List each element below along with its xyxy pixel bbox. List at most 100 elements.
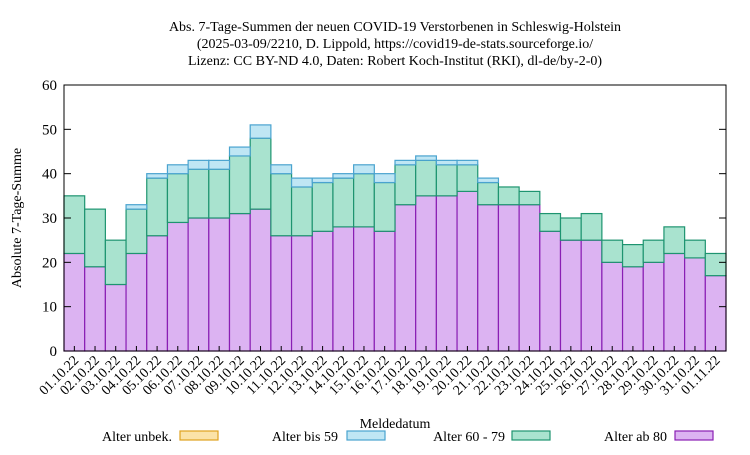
bar-2-4 [146,173,169,179]
bar-1-17 [415,159,437,197]
bar-1-5 [166,173,189,224]
bar-2-5 [166,164,189,175]
x-axis-label: Meldedatum [360,417,431,432]
bar-0-14 [353,226,375,352]
legend-label-2: Alter 60 - 79 [433,430,505,445]
bar-1-16 [394,164,417,206]
bar-0-3 [125,252,148,352]
bar-0-26 [601,261,624,352]
bar-0-7 [208,217,231,352]
bar-2-6 [187,159,210,170]
bar-2-16 [394,159,417,166]
bar-2-7 [208,159,231,170]
bar-0-29 [663,252,686,352]
bar-0-0 [63,252,86,352]
bar-1-6 [187,168,210,219]
legend-label-3: Alter ab 80 [604,430,667,445]
bar-0-2 [104,283,127,352]
bar-1-20 [477,181,500,206]
bar-0-10 [270,235,293,352]
bar-0-28 [642,261,665,352]
bar-0-11 [290,235,313,352]
bar-2-9 [249,124,272,139]
bar-0-22 [518,204,541,352]
bar-0-16 [394,204,417,352]
bar-0-13 [332,226,355,352]
bar-1-22 [518,190,541,206]
chart-title: Abs. 7-Tage-Summen der neuen COVID-19 Ve… [169,20,621,69]
legend-swatch-2 [511,430,551,441]
bar-0-18 [435,195,458,352]
bar-1-19 [456,164,479,193]
bar-0-12 [311,230,334,352]
bar-1-12 [311,181,334,232]
bar-1-23 [539,212,562,232]
legend-label-0: Alter unbek. [102,430,172,445]
legend-swatch-1 [346,430,386,441]
bar-0-9 [249,208,272,352]
bar-0-27 [621,266,644,352]
bar-2-18 [435,159,458,166]
y-axis: 0 10 20 30 40 50 60 [42,78,726,360]
bar-1-11 [290,186,313,237]
bar-0-15 [373,230,396,352]
bar-0-5 [166,221,189,352]
bar-0-4 [146,235,169,352]
bar-0-17 [415,195,437,352]
bar-1-15 [373,181,396,232]
legend: Alter unbek. Alter bis 59 Alter 60 - 79 Alt… [102,430,714,445]
bar-0-30 [684,257,706,352]
chart-title-line-2: (2025-03-09/2210, D. Lippold, https://co… [197,37,593,52]
bar-2-8 [228,146,251,157]
bar-0-6 [187,217,210,352]
bar-1-9 [249,137,272,210]
bar-1-30 [684,239,706,259]
bar-1-1 [84,208,106,268]
bar-1-27 [621,244,644,268]
bar-1-4 [146,177,169,237]
bar-2-14 [353,164,375,175]
y-tick-label-6: 60 [42,78,57,94]
bar-1-18 [435,164,458,197]
legend-swatch-0 [179,430,219,441]
bar-1-14 [353,173,375,228]
y-tick-label-1: 10 [42,300,57,316]
bar-1-31 [704,252,727,277]
bar-0-24 [559,239,582,352]
bar-2-17 [415,155,437,161]
bar-2-15 [373,173,396,184]
bar-1-28 [642,239,665,263]
bar-0-25 [580,239,603,352]
bar-2-20 [477,177,500,184]
chart-title-line-3: Lizenz: CC BY-ND 4.0, Daten: Robert Koch… [188,54,602,69]
bar-1-21 [497,186,520,206]
bar-0-8 [228,212,251,352]
bar-2-19 [456,159,479,166]
bar-1-3 [125,208,148,255]
bar-2-11 [290,177,313,188]
bar-1-13 [332,177,355,228]
bar-1-7 [208,168,231,219]
legend-label-1: Alter bis 59 [272,430,338,445]
bar-1-25 [580,212,603,241]
bar-1-10 [270,173,293,237]
bar-0-1 [84,266,106,352]
bar-0-21 [497,204,520,352]
bar-1-24 [559,217,582,241]
bar-1-8 [228,155,251,215]
legend-swatch-3 [674,430,714,441]
bars-layer [63,124,727,352]
y-axis-label: Absolute 7-Tage-Summe [10,148,25,288]
bar-1-0 [63,195,86,255]
y-tick-label-0: 0 [50,344,58,360]
y-tick-label-4: 40 [42,167,57,183]
bar-0-20 [477,204,500,352]
x-axis: 01.10.2202.10.2203.10.2204.10.2205.10.22… [37,346,724,398]
bar-0-31 [704,275,727,352]
bar-2-12 [311,177,334,184]
y-tick-label-2: 20 [42,255,57,271]
bar-1-2 [104,239,127,286]
bar-1-29 [663,226,686,255]
bar-2-3 [125,204,148,210]
